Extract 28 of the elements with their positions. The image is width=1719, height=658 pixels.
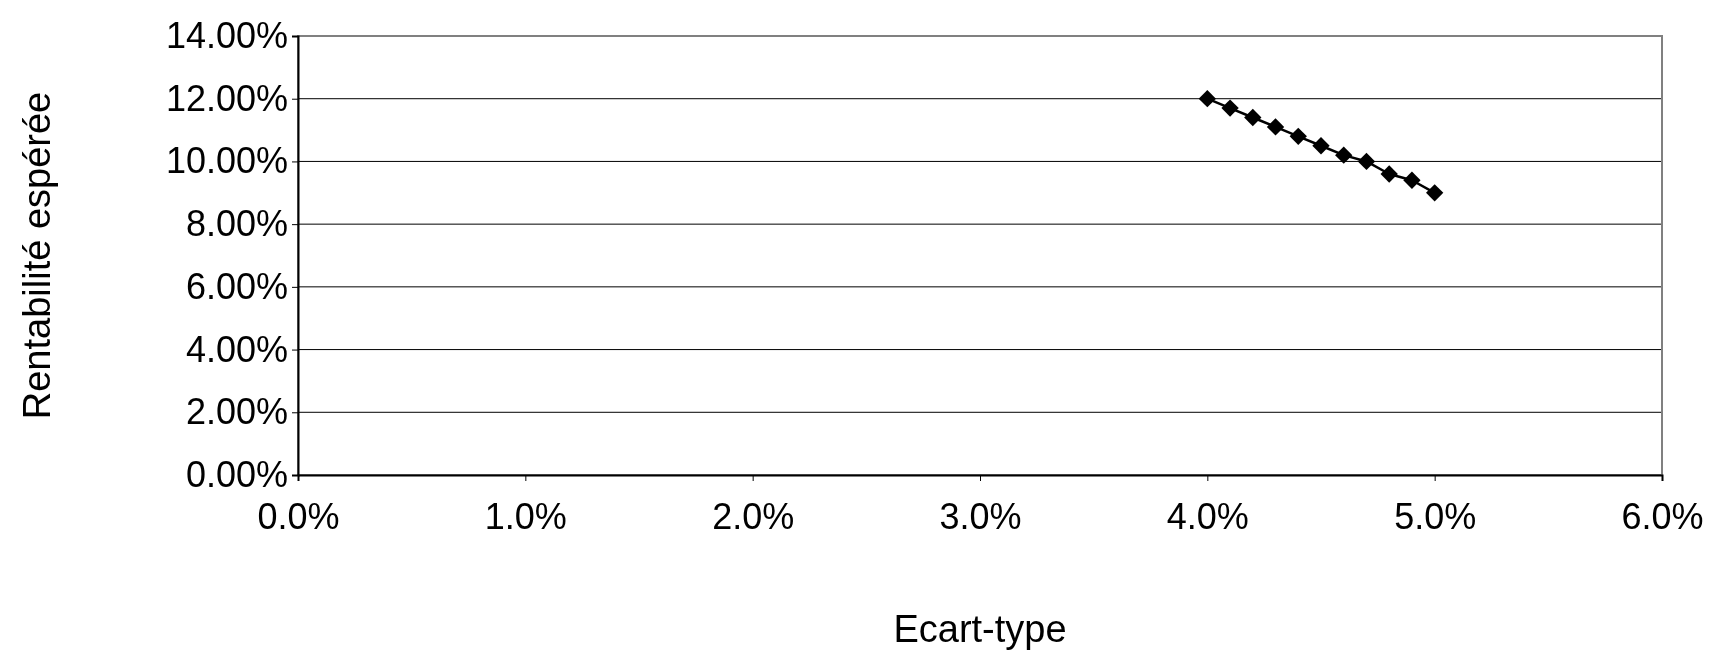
y-tick-label: 12.00% bbox=[165, 77, 288, 119]
point bbox=[1198, 90, 1216, 108]
point bbox=[1312, 137, 1330, 155]
y-tick-label: 4.00% bbox=[185, 328, 288, 370]
point bbox=[1335, 146, 1353, 164]
point bbox=[1289, 127, 1307, 145]
x-tick-label: 6.0% bbox=[1621, 495, 1704, 537]
point bbox=[1266, 118, 1285, 136]
x-tick-label: 4.0% bbox=[1166, 495, 1249, 537]
y-axis-title: Rentabilité espérée bbox=[16, 91, 58, 420]
point bbox=[1380, 165, 1398, 183]
x-axis-title: Ecart-type bbox=[893, 608, 1067, 650]
x-tick-label: 3.0% bbox=[939, 495, 1022, 537]
y-tick-label: 10.00% bbox=[165, 140, 288, 182]
point bbox=[1357, 152, 1376, 171]
y-tick-label: 6.00% bbox=[185, 265, 288, 307]
y-tick-label: 8.00% bbox=[185, 203, 288, 245]
y-tick-label: 0.00% bbox=[185, 454, 288, 496]
x-tick-label: 2.0% bbox=[712, 495, 795, 537]
point bbox=[1244, 108, 1262, 127]
point bbox=[1221, 99, 1239, 117]
point bbox=[1403, 171, 1421, 189]
x-tick-label: 5.0% bbox=[1394, 495, 1477, 537]
x-tick-label: 1.0% bbox=[484, 495, 567, 537]
y-tick-label: 14.00% bbox=[165, 15, 288, 57]
y-tick-label: 2.00% bbox=[185, 391, 288, 433]
point bbox=[1426, 184, 1444, 202]
x-tick-label: 0.0% bbox=[257, 495, 340, 537]
